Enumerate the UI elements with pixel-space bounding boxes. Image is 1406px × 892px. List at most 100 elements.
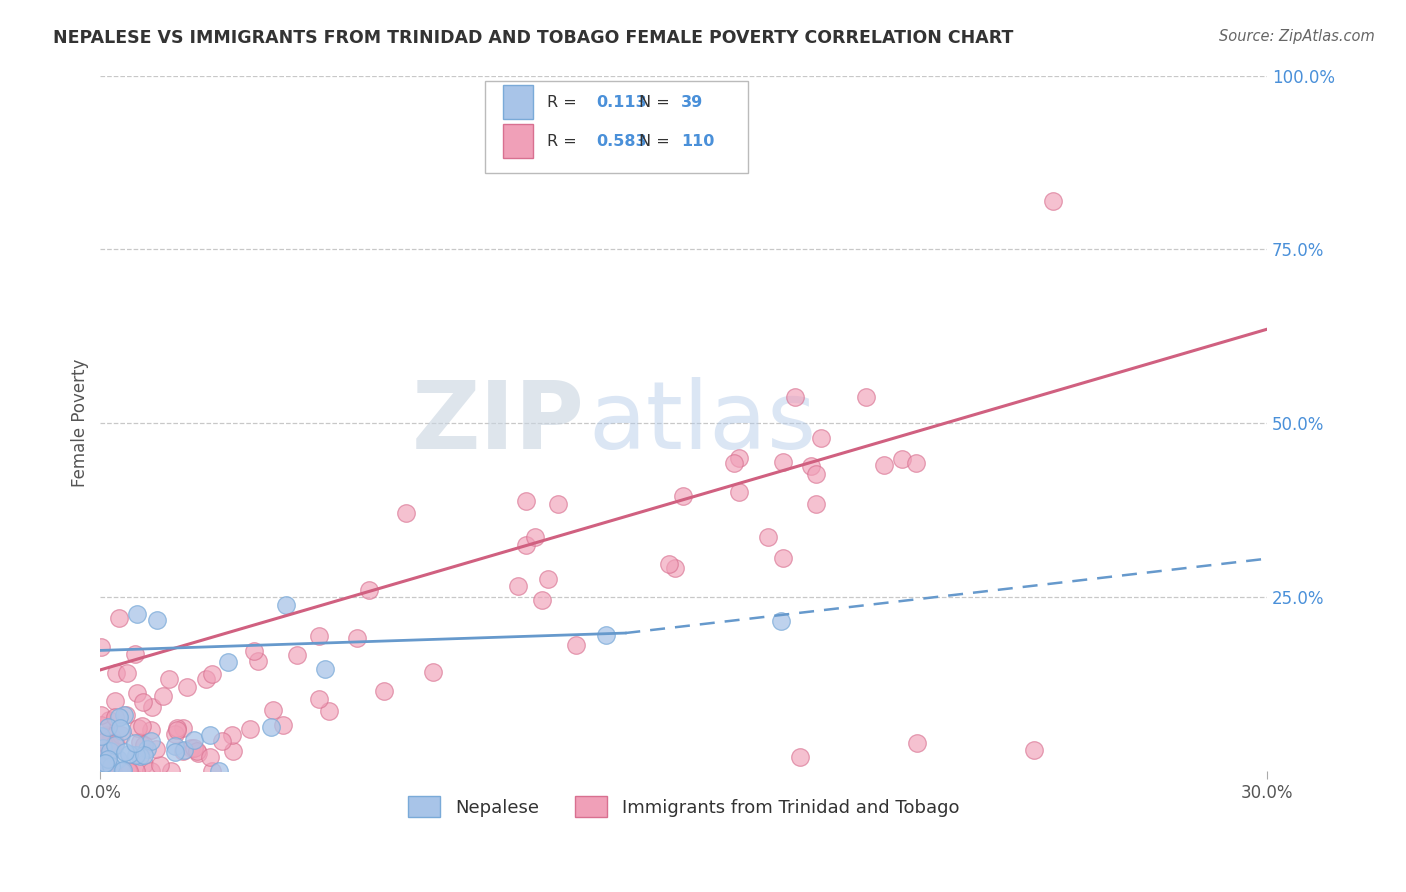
- Point: [91, 756, 114, 771]
- Point: [104, 738, 127, 752]
- Point: [101, 764, 124, 778]
- Point: [129, 734, 152, 748]
- Point: [243, 643, 266, 657]
- Point: [672, 489, 695, 503]
- Point: [395, 506, 418, 520]
- Point: [141, 700, 163, 714]
- Point: [201, 667, 224, 681]
- Text: 110: 110: [682, 134, 714, 149]
- Point: [90, 640, 112, 655]
- Point: [98, 744, 121, 758]
- Point: [104, 666, 127, 681]
- Point: [785, 390, 807, 404]
- Point: [524, 530, 547, 544]
- Point: [515, 538, 537, 552]
- Point: [565, 638, 588, 652]
- Point: [107, 752, 129, 766]
- Point: [723, 456, 745, 470]
- Point: [104, 693, 127, 707]
- Point: [115, 665, 138, 680]
- Point: [160, 764, 183, 778]
- Point: [90, 707, 112, 722]
- Point: [810, 431, 832, 445]
- FancyBboxPatch shape: [485, 81, 748, 173]
- Point: [125, 686, 148, 700]
- Point: [125, 747, 148, 762]
- Point: [98, 714, 121, 728]
- Point: [112, 763, 135, 777]
- Point: [728, 484, 751, 499]
- Point: [515, 493, 537, 508]
- Point: [200, 750, 222, 764]
- Point: [124, 648, 146, 662]
- Point: [139, 734, 162, 748]
- Point: [172, 744, 194, 758]
- Text: 39: 39: [682, 95, 703, 110]
- Point: [132, 757, 155, 772]
- Point: [769, 614, 792, 628]
- Point: [131, 719, 153, 733]
- Point: [108, 710, 131, 724]
- Point: [127, 722, 149, 736]
- Point: [373, 683, 395, 698]
- Point: [91, 732, 114, 747]
- Point: [91, 760, 114, 774]
- Point: [855, 390, 877, 404]
- Text: atlas: atlas: [588, 377, 817, 469]
- Point: [124, 736, 146, 750]
- Text: ZIP: ZIP: [412, 377, 585, 469]
- Point: [201, 764, 224, 778]
- Point: [93, 735, 115, 749]
- Point: [97, 752, 120, 766]
- Point: [262, 703, 284, 717]
- Point: [134, 738, 156, 752]
- Point: [91, 756, 114, 770]
- Point: [308, 692, 330, 706]
- Point: [98, 747, 121, 761]
- Point: [285, 648, 308, 663]
- Point: [163, 745, 186, 759]
- Point: [141, 723, 163, 737]
- Point: [118, 764, 141, 778]
- Point: [260, 720, 283, 734]
- Point: [658, 557, 681, 571]
- Legend: Nepalese, Immigrants from Trinidad and Tobago: Nepalese, Immigrants from Trinidad and T…: [401, 789, 966, 824]
- Point: [772, 455, 794, 469]
- Point: [97, 764, 120, 778]
- Point: [176, 680, 198, 694]
- Point: [1042, 194, 1064, 208]
- Point: [108, 611, 131, 625]
- Point: [195, 673, 218, 687]
- Text: 0.113: 0.113: [596, 95, 647, 110]
- Point: [149, 758, 172, 772]
- Text: R =: R =: [547, 95, 576, 110]
- Point: [117, 764, 139, 778]
- Point: [318, 705, 340, 719]
- Point: [91, 760, 114, 774]
- Point: [114, 745, 136, 759]
- Point: [211, 734, 233, 748]
- Point: [172, 721, 194, 735]
- Point: [756, 530, 779, 544]
- Point: [800, 458, 823, 473]
- Point: [222, 744, 245, 758]
- Point: [90, 718, 112, 732]
- Point: [166, 723, 188, 738]
- Point: [129, 748, 152, 763]
- Point: [104, 709, 127, 723]
- Point: [157, 672, 180, 686]
- Point: [111, 764, 134, 778]
- Point: [221, 728, 243, 742]
- Point: [146, 613, 169, 627]
- Point: [531, 593, 554, 607]
- Point: [96, 747, 118, 761]
- Point: [100, 759, 122, 773]
- Point: [422, 665, 444, 680]
- Point: [247, 654, 270, 668]
- Point: [101, 740, 124, 755]
- Text: Source: ZipAtlas.com: Source: ZipAtlas.com: [1219, 29, 1375, 44]
- Text: N =: N =: [640, 95, 671, 110]
- Point: [104, 736, 127, 750]
- Point: [108, 721, 131, 735]
- Point: [166, 721, 188, 735]
